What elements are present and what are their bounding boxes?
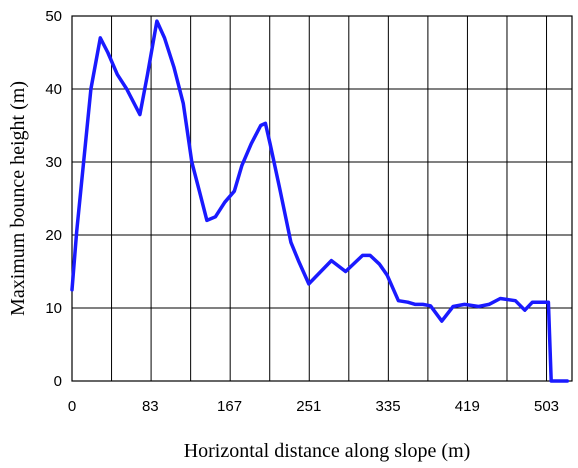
x-tick-label: 335 [376, 398, 401, 415]
y-axis-tick-labels: 0 10 20 30 40 50 [45, 8, 62, 390]
x-tick-label: 251 [296, 398, 321, 415]
x-axis-title: Horizontal distance along slope (m) [184, 440, 471, 462]
x-tick-label: 167 [217, 398, 242, 415]
y-tick-label: 50 [45, 8, 62, 25]
y-tick-label: 10 [45, 300, 62, 317]
x-tick-label: 83 [142, 398, 159, 415]
y-tick-label: 0 [54, 373, 62, 390]
y-tick-label: 40 [45, 81, 62, 98]
y-tick-label: 30 [45, 154, 62, 171]
plot-frame [71, 15, 573, 382]
y-axis-title: Maximum bounce height (m) [7, 81, 29, 316]
y-tick-label: 20 [45, 227, 62, 244]
x-axis-tick-labels: 0 83 167 251 335 419 503 [68, 398, 559, 415]
grid-lines [72, 16, 572, 381]
series-line-bounce-height [70, 19, 570, 383]
x-tick-label: 419 [455, 398, 480, 415]
x-tick-label: 503 [534, 398, 559, 415]
x-tick-label: 0 [68, 398, 76, 415]
